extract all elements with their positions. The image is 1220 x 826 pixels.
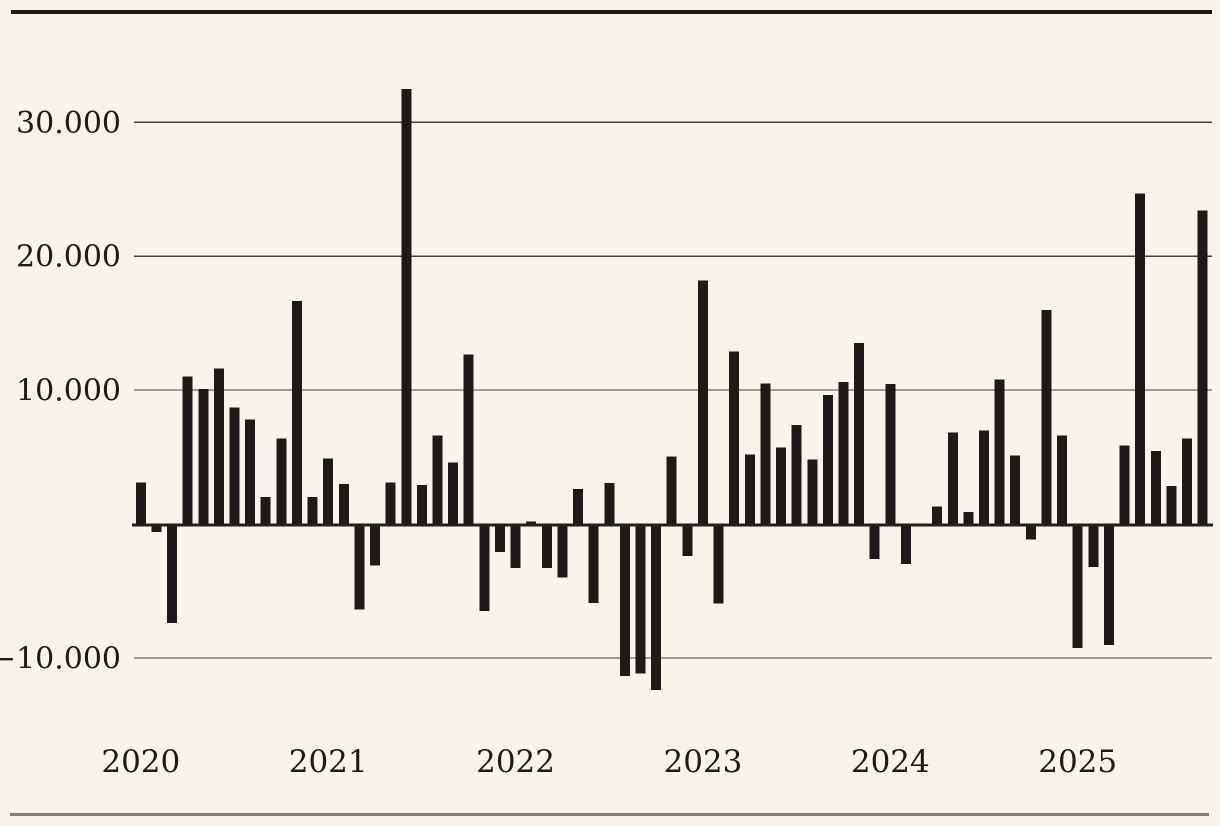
bar-2021-11: [479, 524, 490, 612]
bar-2023-02: [713, 524, 724, 604]
bar-2021-05: [385, 482, 396, 524]
bar-2021-06: [401, 88, 412, 524]
x-axis-label-2020: 2020: [101, 744, 180, 780]
bar-2025-01: [1072, 524, 1083, 648]
bar-2020-03: [167, 524, 178, 624]
bar-2022-01: [510, 524, 521, 569]
bar-2024-11: [1041, 309, 1052, 524]
bar-2021-12: [494, 524, 505, 553]
bar-2023-10: [838, 382, 849, 524]
bar-2025-06: [1150, 451, 1161, 524]
bar-2023-03: [729, 351, 740, 524]
x-axis-label-2022: 2022: [476, 744, 555, 780]
bar-2020-02: [151, 524, 162, 533]
bar-2022-12: [682, 524, 693, 557]
bar-2024-10: [1025, 524, 1036, 540]
bar-2024-06: [963, 511, 974, 524]
x-axis-label-2025: 2025: [1038, 744, 1117, 780]
bar-2020-05: [198, 388, 209, 524]
bar-2023-05: [760, 383, 771, 524]
bar-2023-04: [744, 454, 755, 524]
bar-2024-05: [947, 432, 958, 524]
y-axis-label-20000: 20.000: [16, 240, 121, 275]
bar-2024-12: [1057, 435, 1068, 524]
bar-2024-01: [885, 384, 896, 524]
bar-2022-11: [666, 456, 677, 524]
bar-2025-03: [1103, 524, 1114, 646]
x-axis-label-2024: 2024: [851, 744, 930, 780]
bar-2022-07: [604, 483, 615, 524]
bar-2023-07: [791, 424, 802, 524]
bar-2023-01: [697, 280, 708, 524]
bar-2020-12: [307, 497, 318, 524]
bar-2022-02: [526, 521, 537, 524]
bar-2022-05: [573, 489, 584, 524]
bar-2023-11: [854, 343, 865, 525]
bar-2021-07: [416, 485, 427, 524]
bar-2025-02: [1088, 524, 1099, 567]
bar-2023-12: [869, 524, 880, 559]
bar-2020-06: [213, 368, 224, 524]
bar-2021-03: [354, 524, 365, 610]
bar-2022-04: [557, 524, 568, 578]
bar-2025-07: [1166, 485, 1177, 524]
bar-2021-04: [370, 524, 381, 566]
bar-2025-04: [1119, 445, 1130, 524]
bar-2024-07: [979, 430, 990, 524]
bar-2020-09: [260, 497, 271, 524]
x-axis-label-2021: 2021: [289, 744, 368, 780]
y-axis-label-10000: 10.000: [16, 374, 121, 409]
bar-2021-02: [338, 483, 349, 524]
bar-2021-08: [432, 435, 443, 524]
bar-2023-08: [807, 459, 818, 524]
bar-2021-09: [448, 462, 459, 524]
bar-2022-08: [619, 524, 630, 676]
bar-2021-01: [323, 458, 334, 524]
y-axis-label--10000: −10.000: [0, 641, 121, 676]
bar-2024-04: [932, 506, 943, 524]
bar-2025-09: [1197, 210, 1208, 525]
top-divider: [11, 10, 1212, 14]
bar-2025-08: [1182, 438, 1192, 524]
bar-2024-02: [900, 524, 911, 565]
bar-2025-05: [1135, 193, 1146, 524]
bar-2020-10: [276, 438, 287, 524]
bar-2023-09: [822, 394, 833, 524]
bar-2023-06: [776, 447, 787, 524]
bar-2020-08: [245, 419, 256, 524]
bar-2020-01: [135, 482, 146, 524]
bar-2020-07: [229, 407, 240, 524]
bar-2024-08: [994, 379, 1005, 524]
bar-2022-06: [588, 524, 599, 603]
bottom-divider: [10, 813, 1209, 816]
x-axis-label-2023: 2023: [663, 744, 742, 780]
bar-2024-09: [1010, 455, 1021, 524]
y-axis-label-30000: 30.000: [16, 106, 121, 141]
bar-2022-09: [635, 524, 646, 674]
bar-2020-04: [182, 376, 193, 524]
bar-2021-10: [463, 354, 474, 524]
bar-2020-11: [291, 301, 302, 524]
bar-2022-03: [541, 524, 552, 569]
bar-2022-10: [651, 524, 662, 691]
